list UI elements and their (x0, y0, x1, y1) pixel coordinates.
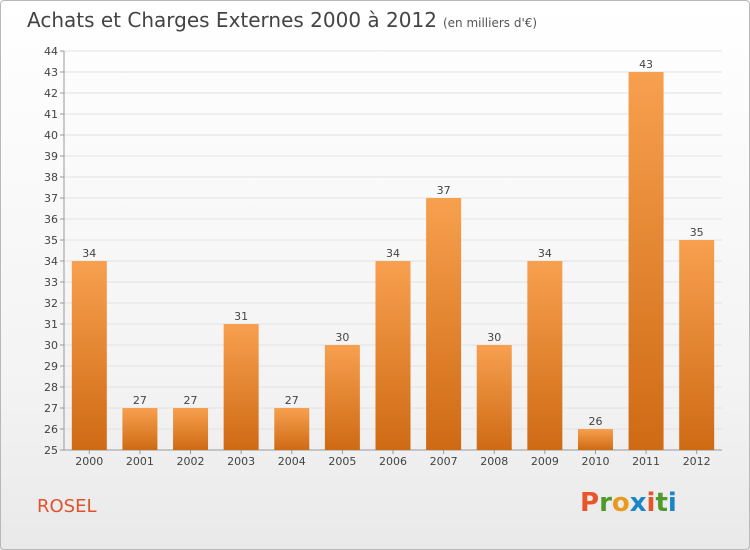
town-name: ROSEL (37, 496, 97, 517)
data-label: 30 (487, 331, 501, 344)
logo-letter: o (611, 488, 630, 518)
y-tick-label: 38 (44, 171, 58, 184)
y-tick-label: 39 (44, 150, 58, 163)
bar-2001 (122, 408, 158, 450)
chart-title: Achats et Charges Externes 2000 à 2012 (e… (27, 8, 537, 32)
y-tick-label: 33 (44, 276, 58, 289)
x-tick-label: 2008 (480, 455, 508, 468)
data-label: 27 (285, 394, 299, 407)
bar-2007 (426, 198, 462, 450)
y-tick-labels: 25 26 27 28 29 30 31 32 33 34 35 36 37 38 39 40 41 42 43 44 (44, 45, 58, 457)
data-label: 30 (335, 331, 349, 344)
bar-2009 (527, 261, 563, 450)
x-tick-label: 2005 (328, 455, 356, 468)
data-label: 35 (690, 226, 704, 239)
bar-2008 (476, 345, 512, 450)
bar-2012 (679, 240, 715, 450)
x-tick-label: 2011 (632, 455, 660, 468)
chart-unit: (en milliers d'€) (442, 16, 538, 30)
data-label: 27 (184, 394, 198, 407)
x-tick-label: 2012 (683, 455, 711, 468)
bars (71, 72, 715, 450)
bar-2004 (274, 408, 310, 450)
data-label: 37 (437, 184, 451, 197)
y-tick-label: 27 (44, 402, 58, 415)
logo-letter: t (655, 488, 668, 518)
proxiti-logo: Proxiti (580, 488, 677, 518)
x-tick-label: 2009 (531, 455, 559, 468)
x-tick-label: 2000 (75, 455, 103, 468)
x-tick-label: 2006 (379, 455, 407, 468)
x-tick-label: 2007 (430, 455, 458, 468)
y-tick-label: 44 (44, 45, 58, 58)
y-tick-label: 43 (44, 66, 58, 79)
y-tick-label: 32 (44, 297, 58, 310)
logo-letter: i (667, 488, 677, 518)
bar-2003 (223, 324, 259, 450)
x-tick-label: 2001 (126, 455, 154, 468)
bar-2011 (628, 72, 664, 450)
y-tick-label: 31 (44, 318, 58, 331)
data-labels: 34 27 27 31 27 30 34 37 30 34 26 43 35 (82, 58, 703, 428)
data-label: 31 (234, 310, 248, 323)
bar-2010 (577, 429, 613, 450)
bar-2005 (324, 345, 360, 450)
y-tick-label: 40 (44, 129, 58, 142)
data-label: 26 (588, 415, 602, 428)
y-tick-label: 37 (44, 192, 58, 205)
x-tick-label: 2003 (227, 455, 255, 468)
x-tick-label: 2010 (581, 455, 609, 468)
bar-2002 (173, 408, 209, 450)
data-label: 34 (82, 247, 96, 260)
y-tick-label: 28 (44, 381, 58, 394)
data-label: 34 (386, 247, 400, 260)
bar-2006 (375, 261, 411, 450)
x-tick-label: 2002 (177, 455, 205, 468)
y-tick-label: 35 (44, 234, 58, 247)
data-label: 27 (133, 394, 147, 407)
logo-letter: x (629, 488, 647, 518)
chart-title-text: Achats et Charges Externes 2000 à 2012 (27, 8, 437, 32)
logo-letter: P (580, 488, 600, 518)
y-tick-label: 30 (44, 339, 58, 352)
y-tick-label: 34 (44, 255, 58, 268)
y-tick-label: 41 (44, 108, 58, 121)
logo-letter: r (599, 488, 612, 518)
bar-2000 (71, 261, 107, 450)
y-tick-label: 42 (44, 87, 58, 100)
y-tick-label: 25 (44, 444, 58, 457)
data-label: 43 (639, 58, 653, 71)
x-tick-label: 2004 (278, 455, 306, 468)
data-label: 34 (538, 247, 552, 260)
x-tick-labels: 2000 2001 2002 2003 2004 2005 2006 2007 2008 2009… (75, 455, 710, 468)
logo-letter: i (646, 488, 656, 518)
y-tick-label: 26 (44, 423, 58, 436)
y-tick-label: 36 (44, 213, 58, 226)
y-tick-label: 29 (44, 360, 58, 373)
